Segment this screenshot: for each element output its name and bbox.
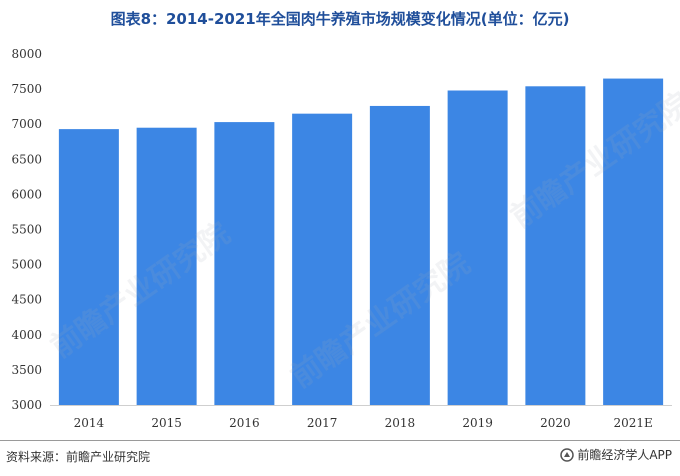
x-tick-label: 2019	[462, 416, 493, 430]
bar-2020	[525, 86, 586, 406]
x-tick-label: 2017	[307, 416, 338, 430]
y-tick-label: 8000	[11, 47, 42, 61]
y-tick-label: 3000	[11, 398, 42, 412]
chart-title: 图表8：2014-2021年全国肉牛养殖市场规模变化情况(单位：亿元)	[110, 10, 570, 28]
x-tick-label: 2016	[229, 416, 260, 430]
bar-2017	[292, 113, 353, 406]
y-tick-label: 4000	[11, 328, 42, 342]
bars-group	[58, 78, 664, 406]
bar-2021E	[603, 78, 664, 405]
x-tick-label: 2021E	[613, 416, 652, 430]
x-tick-label: 2015	[151, 416, 182, 430]
bar-chart: 3000 3500 4000 4500 5000 5500 6000 6500 7000 7500…	[11, 47, 672, 430]
source-text: 资料来源：前瞻产业研究院	[6, 450, 151, 464]
y-tick-label: 7500	[11, 82, 42, 96]
y-tick-label: 3500	[11, 363, 42, 377]
brand-logo-icon	[560, 447, 575, 462]
bar-2019	[447, 90, 508, 405]
bar-2015	[136, 127, 197, 406]
x-tick-label: 2014	[74, 416, 105, 430]
bar-2018	[369, 105, 430, 405]
y-tick-label: 4500	[11, 293, 42, 307]
y-axis: 3000 3500 4000 4500 5000 5500 6000 6500 7000 7500…	[11, 47, 42, 412]
bar-2016	[214, 122, 275, 406]
y-tick-label: 7000	[11, 117, 42, 131]
x-tick-label: 2020	[540, 416, 571, 430]
y-tick-label: 6000	[11, 187, 42, 201]
y-tick-label: 6500	[11, 152, 42, 166]
x-tick-label: 2018	[385, 416, 416, 430]
brand: 前瞻经济学人APP	[560, 446, 672, 463]
bar-2014	[58, 129, 119, 405]
brand-text: 前瞻经济学人APP	[577, 448, 672, 462]
y-tick-label: 5000	[11, 258, 42, 272]
footer-divider	[0, 440, 680, 441]
x-axis: 2014 2015 2016 2017 2018 2019 2020 2021E	[50, 405, 672, 430]
y-tick-label: 5500	[11, 223, 42, 237]
